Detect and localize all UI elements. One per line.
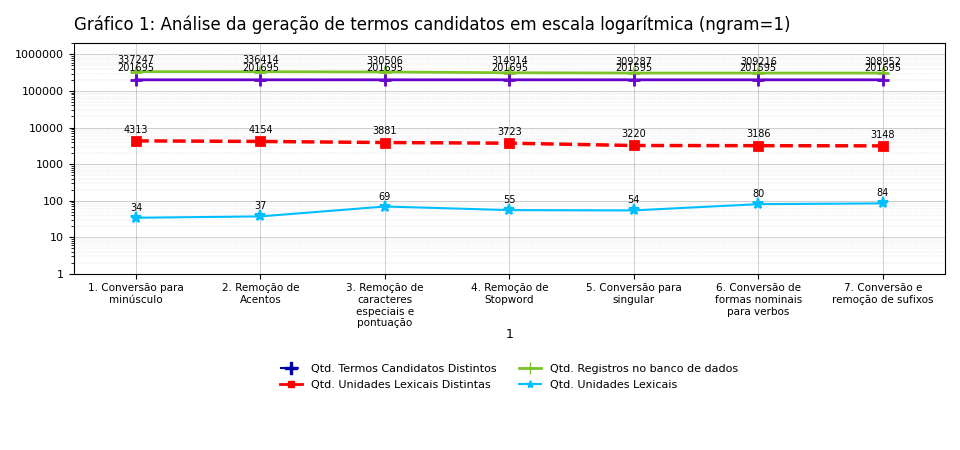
Text: 4313: 4313 [124, 125, 148, 135]
Text: 201695: 201695 [491, 63, 528, 73]
Text: 201695: 201695 [242, 63, 279, 73]
Qtd. Unidades Lexicais Distintas [131, 77, 142, 82]
Qtd. Unidades Lexicais [379, 204, 391, 209]
Line: Qtd. Registros no banco de dados: Qtd. Registros no banco de dados [131, 66, 888, 79]
Qtd. Termos Candidatos Distintos [877, 143, 889, 148]
Qtd. Registros no banco de dados [753, 70, 764, 76]
Qtd. Termos Candidatos Distintos [131, 138, 142, 144]
Text: 3220: 3220 [621, 129, 646, 139]
Qtd. Registros no banco de dados [504, 70, 516, 76]
Qtd. Termos Candidatos Distintos [504, 140, 516, 146]
Text: 201695: 201695 [864, 63, 901, 73]
Text: 37: 37 [254, 202, 267, 211]
Text: 69: 69 [379, 192, 391, 202]
Text: 330506: 330506 [367, 56, 403, 66]
Text: 3723: 3723 [497, 127, 521, 137]
Text: 201595: 201595 [740, 63, 777, 73]
Text: 201695: 201695 [367, 63, 403, 73]
Qtd. Unidades Lexicais Distintas [504, 77, 516, 82]
Text: 34: 34 [130, 203, 142, 213]
Text: 3881: 3881 [372, 126, 397, 136]
Qtd. Unidades Lexicais [628, 208, 639, 213]
Qtd. Unidades Lexicais Distintas [753, 77, 764, 82]
Text: 201695: 201695 [117, 63, 155, 73]
Qtd. Unidades Lexicais [753, 202, 764, 207]
Text: 54: 54 [628, 195, 640, 206]
Text: 4154: 4154 [248, 125, 273, 135]
Text: 201595: 201595 [615, 63, 653, 73]
Qtd. Unidades Lexicais Distintas [877, 77, 889, 82]
Text: 84: 84 [876, 189, 889, 198]
Qtd. Registros no banco de dados [877, 70, 889, 76]
Qtd. Unidades Lexicais Distintas [379, 77, 391, 82]
Qtd. Termos Candidatos Distintos [628, 143, 639, 148]
Text: 336414: 336414 [242, 55, 278, 65]
Qtd. Unidades Lexicais Distintas [254, 77, 266, 82]
Qtd. Termos Candidatos Distintos [379, 140, 391, 145]
Text: 55: 55 [503, 195, 516, 205]
Text: 337247: 337247 [117, 55, 155, 65]
Text: 1: 1 [505, 328, 514, 341]
Qtd. Unidades Lexicais [254, 214, 266, 219]
Qtd. Registros no banco de dados [628, 70, 639, 76]
Qtd. Registros no banco de dados [254, 69, 266, 74]
Text: 309216: 309216 [740, 57, 777, 67]
Line: Qtd. Termos Candidatos Distintos: Qtd. Termos Candidatos Distintos [132, 137, 887, 150]
Qtd. Termos Candidatos Distintos [254, 139, 266, 144]
Line: Qtd. Unidades Lexicais: Qtd. Unidades Lexicais [131, 198, 888, 223]
Text: Gráfico 1: Análise da geração de termos candidatos em escala logarítmica (ngram=: Gráfico 1: Análise da geração de termos … [74, 15, 790, 33]
Text: 3186: 3186 [746, 129, 771, 140]
Qtd. Unidades Lexicais [877, 201, 889, 206]
Line: Qtd. Unidades Lexicais Distintas: Qtd. Unidades Lexicais Distintas [131, 74, 888, 86]
Text: 309287: 309287 [615, 57, 653, 67]
Qtd. Termos Candidatos Distintos [753, 143, 764, 148]
Legend: Qtd. Termos Candidatos Distintos, Qtd. Unidades Lexicais Distintas, Qtd. Registr: Qtd. Termos Candidatos Distintos, Qtd. U… [276, 360, 743, 394]
Qtd. Unidades Lexicais [504, 207, 516, 213]
Qtd. Unidades Lexicais [131, 215, 142, 220]
Text: 308952: 308952 [864, 57, 901, 67]
Qtd. Registros no banco de dados [379, 69, 391, 75]
Qtd. Registros no banco de dados [131, 69, 142, 74]
Text: 314914: 314914 [491, 56, 528, 67]
Qtd. Unidades Lexicais Distintas [628, 77, 639, 82]
Text: 3148: 3148 [871, 130, 895, 140]
Text: 80: 80 [753, 189, 764, 199]
